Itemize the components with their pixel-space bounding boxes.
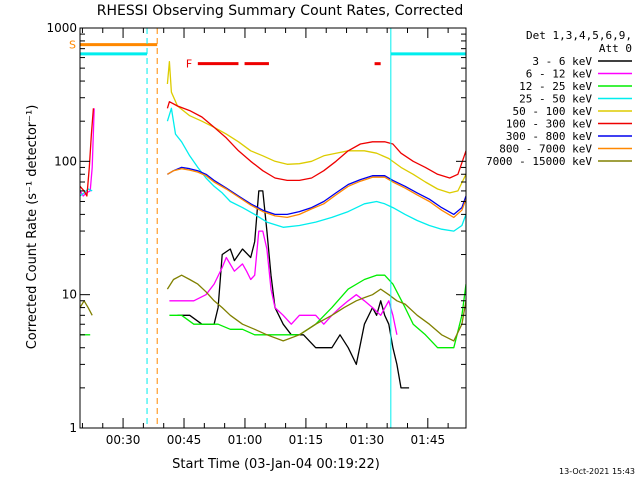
series-line-6-12-kev-seg-0 xyxy=(80,108,95,197)
saa-flag-label: S xyxy=(69,39,76,52)
x-tick-label-00:45: 00:45 xyxy=(167,433,202,447)
plot-area: SF xyxy=(69,27,467,429)
series-line-7000-15000-kev-seg-1 xyxy=(166,274,466,342)
series-line-300-800-kev-seg-0 xyxy=(167,166,466,216)
x-axis-ticks: 00:30 00:45 01:00 01:15 01:30 01:45 xyxy=(81,28,449,447)
y-tick-label-1000: 1000 xyxy=(46,21,77,35)
series-line-25-50-kev-seg-0 xyxy=(80,188,93,197)
generation-timestamp: 13-Oct-2021 15:43 xyxy=(559,467,635,476)
legend-label-4: 50 - 100 keV xyxy=(513,105,593,118)
series-line-7000-15000-kev-seg-0 xyxy=(80,300,93,316)
chart-title: RHESSI Observing Summary Count Rates, Co… xyxy=(97,3,463,19)
plot-frame xyxy=(79,27,467,429)
series-line-100-300-kev-seg-0 xyxy=(80,108,95,197)
y-tick-label-1: 1 xyxy=(69,421,77,435)
flare-flag-label: F xyxy=(186,58,192,71)
legend-label-1: 6 - 12 keV xyxy=(526,68,593,81)
series-line-12-25-kev-seg-1 xyxy=(169,274,466,349)
legend-label-0: 3 - 6 keV xyxy=(532,55,592,68)
data-series-group xyxy=(80,60,466,389)
legend-label-3: 25 - 50 keV xyxy=(519,93,592,106)
y-axis-label: Corrected Count Rate (s⁻¹ detector⁻¹) xyxy=(25,105,40,350)
y-tick-label-100: 100 xyxy=(54,154,77,168)
legend-header-detectors: Det 1,3,4,5,6,9, xyxy=(526,29,632,42)
series-line-3-6-kev-seg-0 xyxy=(177,190,410,389)
legend-header-attenuator: Att 0 xyxy=(599,42,632,55)
legend-label-5: 100 - 300 keV xyxy=(506,118,592,131)
legend-label-7: 800 - 7000 keV xyxy=(499,143,592,156)
x-tick-label-01:45: 01:45 xyxy=(411,433,446,447)
x-tick-label-00:30: 00:30 xyxy=(106,433,141,447)
series-line-25-50-kev-seg-1 xyxy=(166,107,466,232)
series-line-6-12-kev-seg-1 xyxy=(169,230,398,335)
x-axis-label: Start Time (03-Jan-04 00:19:22) xyxy=(172,457,380,472)
y-tick-label-10: 10 xyxy=(62,288,77,302)
x-tick-label-01:30: 01:30 xyxy=(350,433,385,447)
legend-label-6: 300 - 800 keV xyxy=(506,130,592,143)
series-line-800-7000-kev-seg-0 xyxy=(167,168,466,219)
series-line-50-100-kev-seg-0 xyxy=(166,60,466,194)
legend-label-8: 7000 - 15000 keV xyxy=(486,155,592,168)
series-line-100-300-kev-seg-1 xyxy=(166,101,466,182)
x-tick-label-01:00: 01:00 xyxy=(228,433,263,447)
x-tick-label-01:15: 01:15 xyxy=(289,433,324,447)
legend-label-2: 12 - 25 keV xyxy=(519,80,592,93)
y-axis-ticks: 1 10 100 1000 xyxy=(46,21,466,435)
